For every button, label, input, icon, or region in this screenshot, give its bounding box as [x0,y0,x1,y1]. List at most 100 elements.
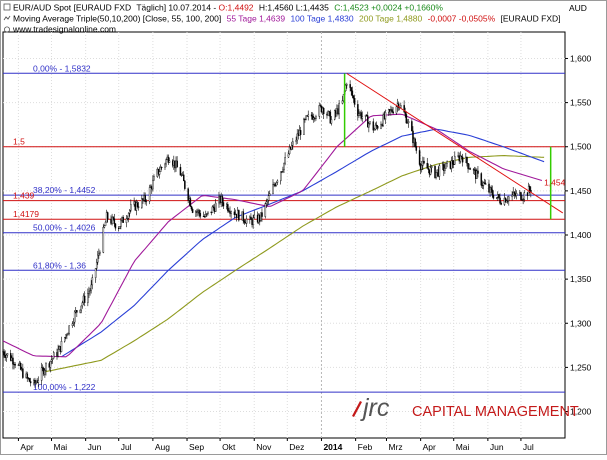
candle-body [522,199,524,201]
candle-body [382,114,384,127]
candle-body [230,211,232,214]
candle-body [168,160,171,163]
candle-body [515,192,518,196]
price-level-label: 1,5 [13,137,25,147]
candle-body [498,194,500,199]
fib-level-label: 50,00% - 1,4026 [33,223,96,233]
candle-body [97,254,99,263]
candle-body [189,198,192,207]
ma-icon [3,15,11,21]
candle-body [491,189,494,196]
candle-body [227,204,229,211]
candle-body [211,206,214,214]
x-tick-label: Mai [456,442,470,452]
x-tick-label: Jun [88,442,102,452]
candle-body [407,121,410,124]
candle-body [523,192,526,200]
candle-body [423,160,425,164]
candle-body [94,268,97,278]
fib-level-label: 38,20% - 1,4452 [33,185,96,195]
candle-body [430,166,433,168]
candle-body [49,361,52,368]
y-tick-label: 1,200 [570,407,592,417]
candle-body [22,368,24,378]
candle-body [272,184,274,194]
candle-body [165,159,167,165]
candle-body [327,111,329,116]
candle-body [296,133,299,141]
x-tick-label: Mrz [388,442,402,452]
candle-body [127,213,130,219]
candle-body [102,227,105,253]
ma200-label: 200 Tage 1,4880 [359,14,422,24]
candle-body [529,186,531,191]
candle-body [184,180,186,189]
candle-body [467,163,469,169]
candle-body [52,352,55,359]
candle-body [119,226,121,230]
candle-body [191,208,194,213]
y-tick-label: 1,450 [570,186,592,196]
levels: 0,00% - 1,5832 38,20% - 1,4452 50,00% - 1,… [3,63,565,393]
x-tick-label: Feb [358,442,373,452]
candle-body [106,212,109,220]
candle-body [451,160,454,165]
candle-body [495,197,498,199]
ma55-line [2,113,543,358]
candle-body [338,103,340,115]
candle-body [91,277,94,286]
candle-body [345,85,347,91]
candle-body [14,364,16,366]
candle-body [480,173,483,186]
candle-body [469,168,472,170]
candle-body [37,380,40,383]
candle-body [264,203,267,217]
candle-body [167,156,170,163]
candle-body [415,146,418,151]
candle-body [243,220,246,223]
candle-body [71,323,74,326]
logo-text: CAPITAL MANAGEMENT [412,404,579,420]
candle-body [391,109,393,112]
candle-body [351,90,354,97]
candle-body [199,213,202,217]
logo-slash-icon [352,401,362,417]
svg-text:EUR/AUD Spot [EURAUD FXD: EUR/AUD Spot [EURAUD FXD Täglich] 10.07.… [13,3,443,13]
candle-body [418,150,421,165]
candle-body [504,197,507,203]
candle-body [68,325,70,334]
fib-level-label: 61,80% - 1,36 [33,260,86,270]
candle-body [292,141,294,146]
website-label: www.tradesignalonline.com [12,24,116,34]
candle-body [397,103,400,109]
candle-body [183,174,185,182]
candle-body [500,202,502,205]
candle-body [145,201,148,203]
globe-icon [4,26,10,33]
candle-body [427,168,430,170]
candle-body [311,115,314,120]
candle-body [282,169,284,172]
svg-text:Moving Average Triple(50,10,20: Moving Average Triple(50,10,200) [Close,… [13,14,561,24]
candle-body [190,206,193,210]
candle-body [360,112,362,119]
y-tick-label: 1,550 [570,98,592,108]
candle-body [322,107,325,115]
candle-body [392,111,394,114]
candle-body [28,378,31,382]
candle-body [125,218,128,223]
candle-body [88,291,90,294]
ma-symbol: [EURAUD FXD] [501,14,561,24]
candle-body [330,119,333,124]
ma55-label: 55 Tage 1,4639 [227,14,286,24]
candle-body [72,321,75,324]
candle-body [349,84,351,88]
candle-body [477,170,479,174]
candle-body [305,115,307,120]
candle-body [358,113,360,116]
candle-body [492,194,495,199]
x-tick-label: 2014 [323,442,342,452]
candle-body [12,357,14,365]
candle-body [111,216,113,224]
candle-body [73,311,76,323]
